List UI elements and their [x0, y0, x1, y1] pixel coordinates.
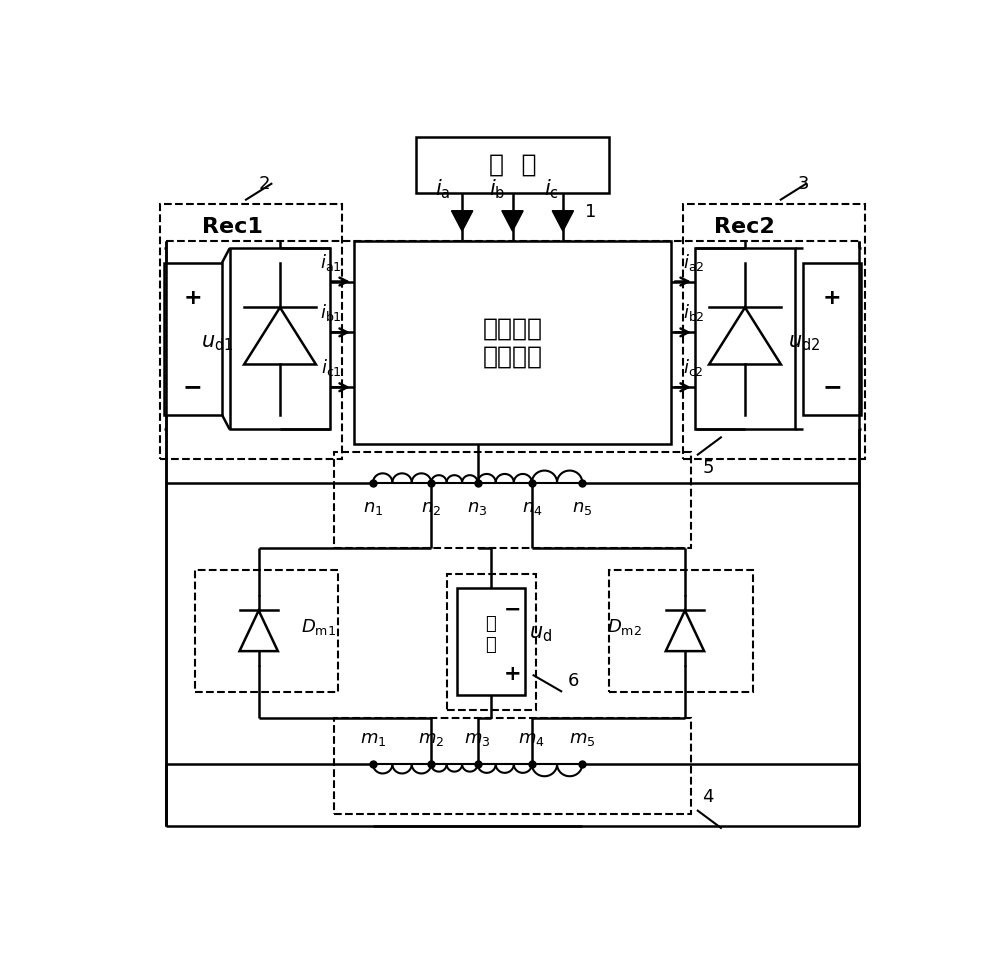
- Text: $n_1$: $n_1$: [363, 499, 383, 516]
- Polygon shape: [552, 211, 574, 231]
- Text: 2: 2: [259, 175, 270, 193]
- Text: $n_5$: $n_5$: [572, 499, 592, 516]
- Text: Rec2: Rec2: [714, 217, 775, 237]
- Bar: [803, 263, 861, 415]
- Text: $i_{\mathrm{a1}}$: $i_{\mathrm{a1}}$: [320, 252, 342, 273]
- Bar: [334, 718, 691, 814]
- Text: $m_3$: $m_3$: [464, 730, 491, 748]
- Text: $n_4$: $n_4$: [522, 499, 542, 516]
- Text: $m_1$: $m_1$: [360, 730, 386, 748]
- Text: $u_{\mathrm{d1}}$: $u_{\mathrm{d1}}$: [201, 332, 233, 352]
- Text: 电  网: 电 网: [489, 153, 536, 177]
- Text: $i_{\mathrm{b1}}$: $i_{\mathrm{b1}}$: [320, 302, 342, 324]
- Text: $i_{\mathrm{c2}}$: $i_{\mathrm{c2}}$: [683, 357, 704, 378]
- Text: 6: 6: [568, 672, 579, 689]
- Text: $i_{\mathrm{b2}}$: $i_{\mathrm{b2}}$: [683, 302, 705, 324]
- Bar: [164, 263, 222, 415]
- Text: $n_2$: $n_2$: [421, 499, 441, 516]
- Polygon shape: [502, 211, 523, 231]
- Bar: [416, 137, 609, 193]
- Bar: [160, 204, 342, 459]
- Text: $m_5$: $m_5$: [569, 730, 595, 748]
- Bar: [609, 570, 753, 692]
- Text: 负
载: 负 载: [485, 615, 496, 654]
- Text: 5: 5: [702, 459, 714, 477]
- Bar: [195, 570, 338, 692]
- Bar: [447, 573, 536, 710]
- Text: $D_{\mathrm{m2}}$: $D_{\mathrm{m2}}$: [607, 617, 642, 637]
- Bar: [334, 451, 691, 547]
- Text: Rec1: Rec1: [202, 217, 263, 237]
- Text: +: +: [503, 664, 521, 684]
- Bar: [683, 204, 865, 459]
- Bar: [354, 241, 671, 444]
- Text: 3: 3: [797, 175, 809, 193]
- Text: $D_{\mathrm{m1}}$: $D_{\mathrm{m1}}$: [301, 617, 336, 637]
- Text: $m_2$: $m_2$: [418, 730, 444, 748]
- Text: −: −: [183, 374, 203, 398]
- Text: 1: 1: [585, 203, 596, 221]
- Text: $i_{\mathrm{c1}}$: $i_{\mathrm{c1}}$: [321, 357, 342, 378]
- Text: $i_{\mathrm{a}}$: $i_{\mathrm{a}}$: [435, 178, 450, 201]
- Bar: [230, 249, 330, 429]
- Text: $i_{\mathrm{b}}$: $i_{\mathrm{b}}$: [489, 178, 505, 201]
- Text: $n_3$: $n_3$: [467, 499, 488, 516]
- Text: +: +: [823, 288, 842, 308]
- Text: $i_{\mathrm{a2}}$: $i_{\mathrm{a2}}$: [683, 252, 704, 273]
- Bar: [457, 588, 525, 695]
- Text: −: −: [504, 599, 521, 619]
- Text: $m_4$: $m_4$: [518, 730, 545, 748]
- Text: +: +: [184, 288, 202, 308]
- Text: $u_{\mathrm{d2}}$: $u_{\mathrm{d2}}$: [788, 332, 821, 352]
- Polygon shape: [451, 211, 473, 231]
- Text: −: −: [822, 374, 842, 398]
- Text: $i_{\mathrm{c}}$: $i_{\mathrm{c}}$: [544, 178, 559, 201]
- Text: $u_{\mathrm{d}}$: $u_{\mathrm{d}}$: [529, 625, 552, 644]
- Text: 4: 4: [702, 788, 714, 806]
- Bar: [695, 249, 795, 429]
- Text: 自耦型移
相变压器: 自耦型移 相变压器: [482, 317, 542, 369]
